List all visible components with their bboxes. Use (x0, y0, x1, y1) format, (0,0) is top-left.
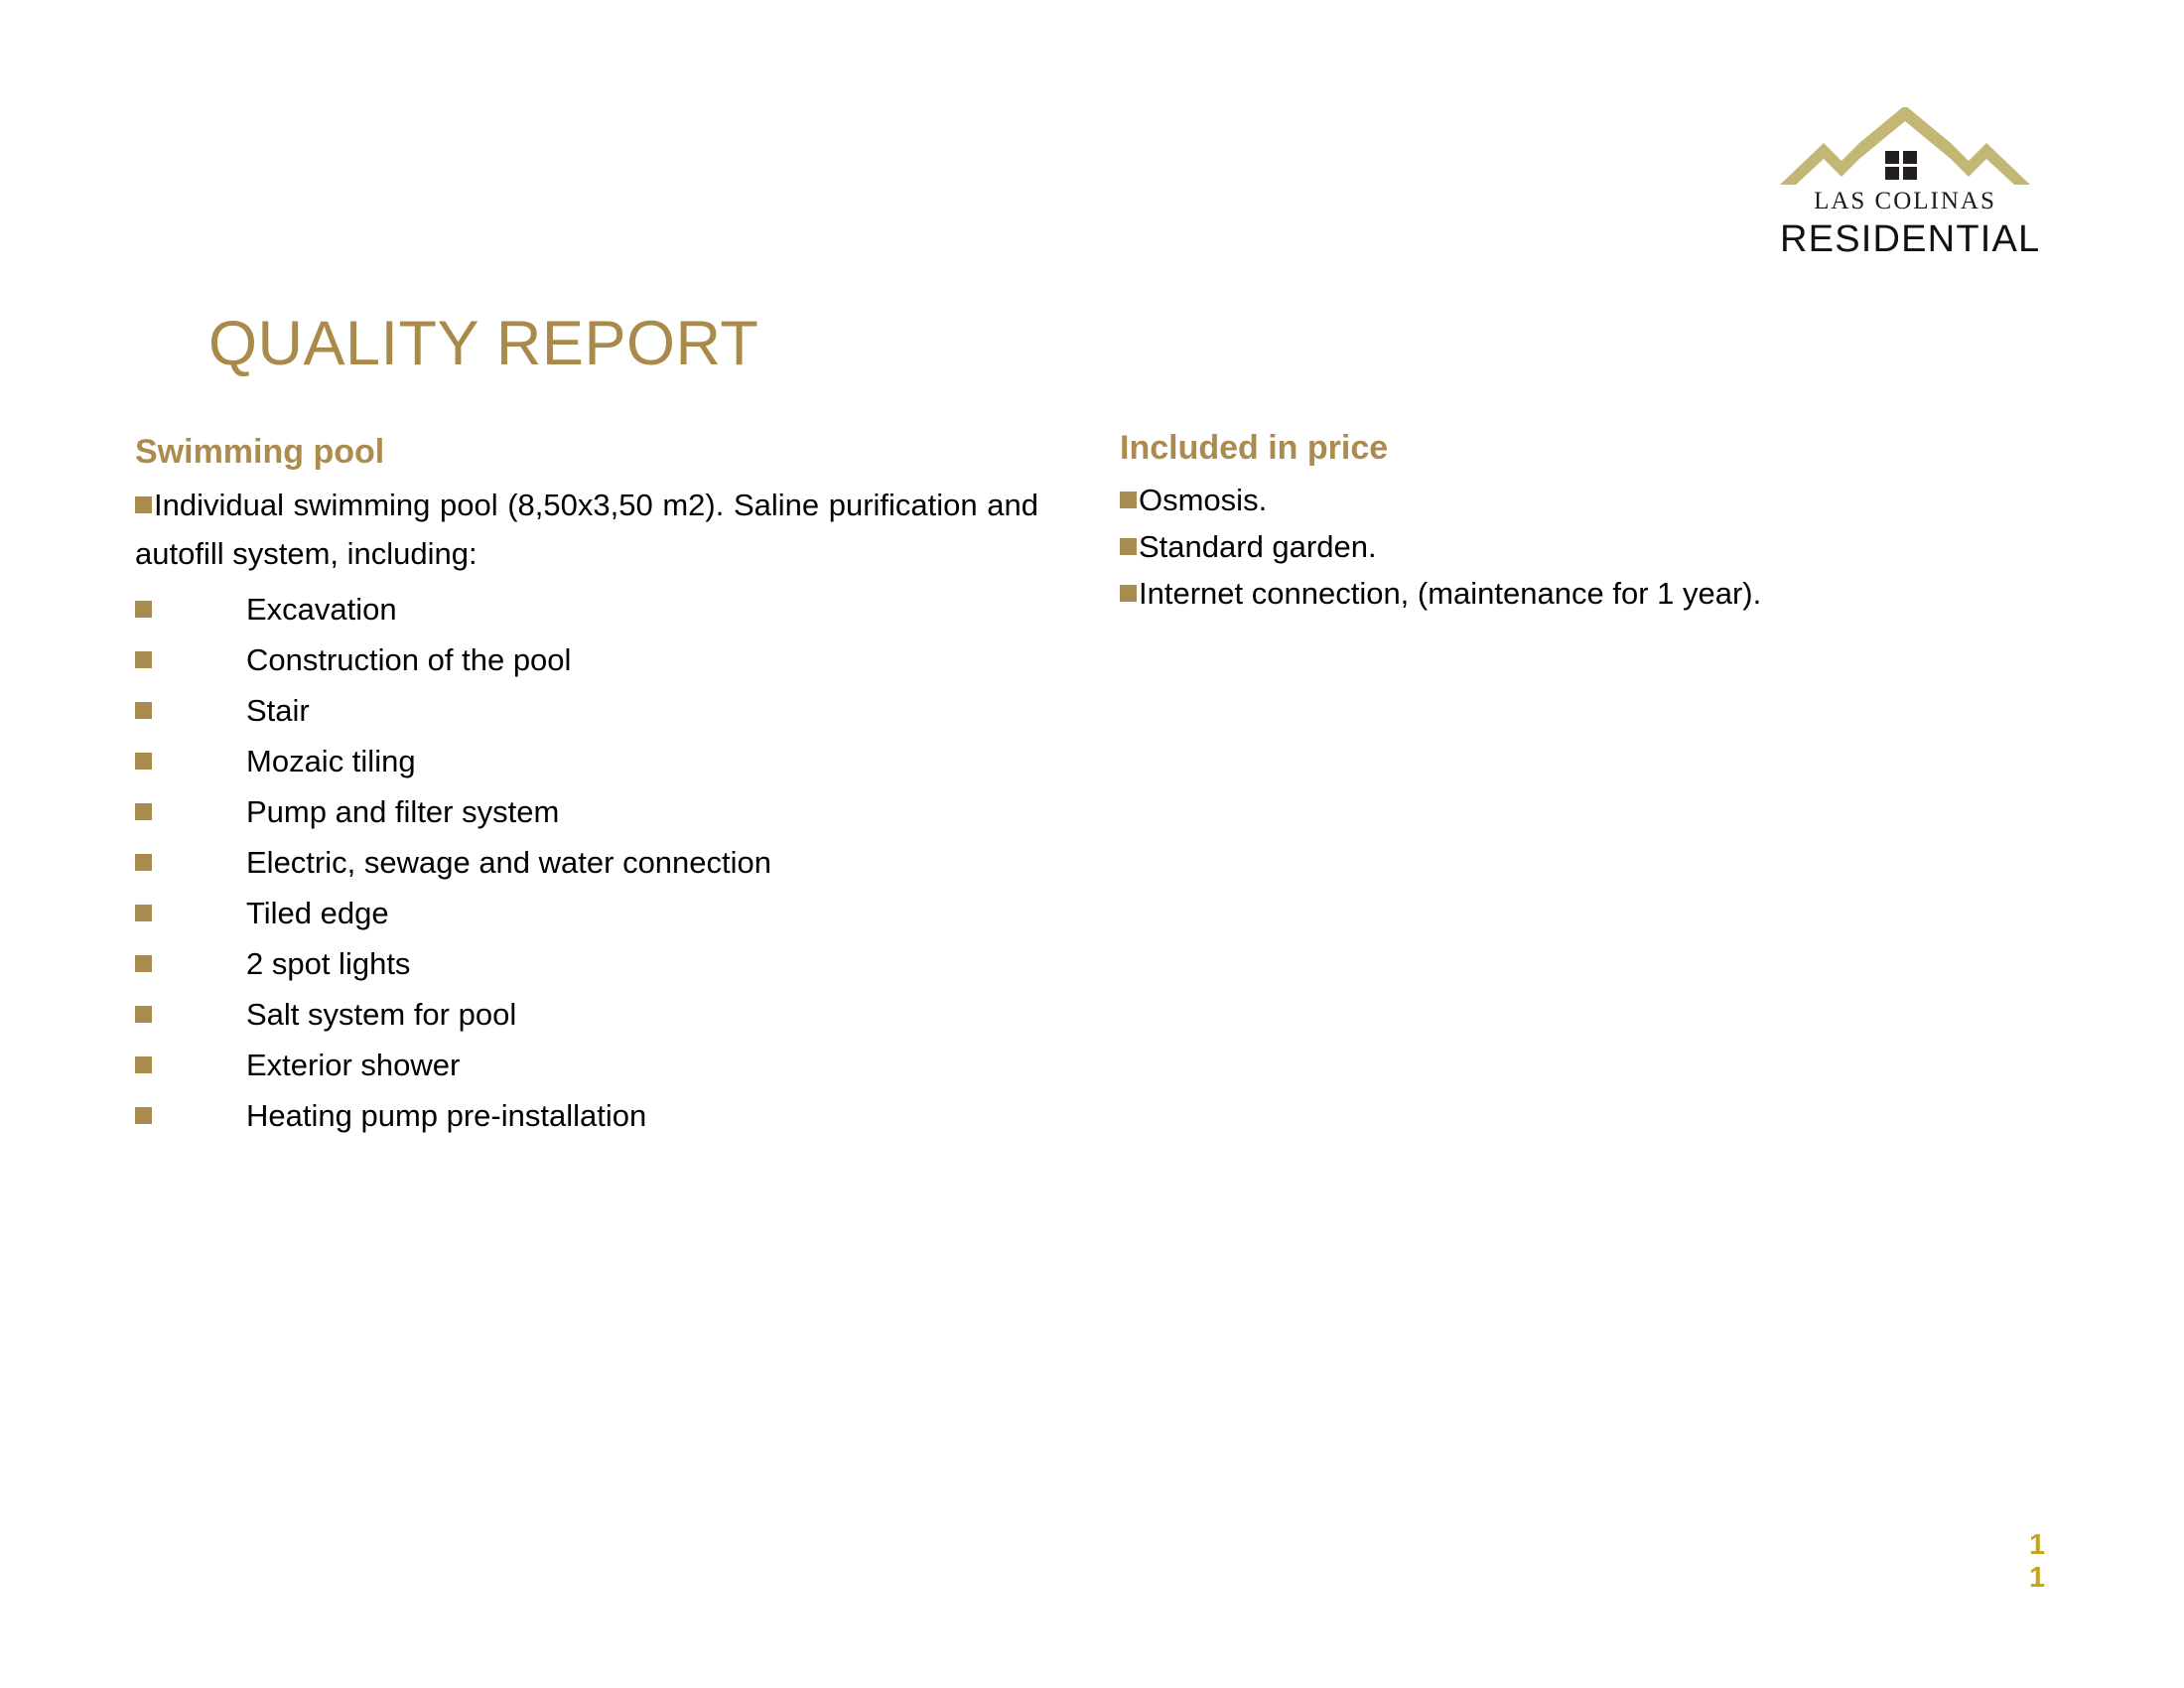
bullet-square-icon (135, 1056, 152, 1073)
list-item: Heating pump pre-installation (135, 1090, 1038, 1141)
list-item-label: Electric, sewage and water connection (246, 845, 772, 880)
list-item-label: Stair (246, 693, 310, 728)
section-heading-swimming-pool: Swimming pool (135, 433, 385, 471)
list-item: Mozaic tiling (135, 736, 1038, 786)
bullet-square-icon (1120, 538, 1137, 555)
list-item-label: Osmosis. (1139, 483, 1268, 517)
bullet-square-icon (135, 702, 152, 719)
bullet-square-icon (1120, 492, 1137, 508)
list-item: Electric, sewage and water connection (135, 837, 1038, 888)
list-item-label: Heating pump pre-installation (246, 1098, 647, 1133)
list-item: 2 spot lights (135, 938, 1038, 989)
bullet-square-icon (135, 753, 152, 770)
right-column: Included in price Osmosis. Standard gard… (1120, 427, 2073, 617)
bullet-square-icon (135, 803, 152, 820)
section-heading-included-in-price: Included in price (1120, 429, 1389, 467)
logo-line-residential: RESIDENTIAL (1780, 218, 2041, 260)
list-item: Standard garden. (1120, 523, 2073, 570)
list-item: Stair (135, 685, 1038, 736)
left-column: Swimming pool Individual swimming pool (… (135, 431, 1038, 1141)
page-title: QUALITY REPORT (208, 309, 759, 379)
list-item-label: Pump and filter system (246, 794, 560, 829)
intro-bullet-paragraph: Individual swimming pool (8,50x3,50 m2).… (135, 481, 1038, 578)
page-number-line-2: 1 (2029, 1562, 2046, 1594)
list-item-label: Excavation (246, 592, 397, 627)
list-item: Internet connection, (maintenance for 1 … (1120, 570, 2073, 617)
bullet-square-icon (1120, 585, 1137, 602)
bullet-square-icon (135, 1107, 152, 1124)
bullet-square-icon (135, 955, 152, 972)
list-item: Construction of the pool (135, 634, 1038, 685)
list-item: Salt system for pool (135, 989, 1038, 1040)
list-item-label: Standard garden. (1139, 529, 1377, 564)
mountain-roof-house-icon (1780, 107, 2030, 185)
list-item-label: Tiled edge (246, 896, 389, 930)
page-number-line-1: 1 (2029, 1529, 2046, 1561)
bullet-square-icon (135, 651, 152, 668)
list-item-label: Exterior shower (246, 1048, 461, 1082)
list-item: Exterior shower (135, 1040, 1038, 1090)
list-item-label: Salt system for pool (246, 997, 517, 1032)
bullet-square-icon (135, 496, 152, 513)
swimming-pool-sub-list: Excavation Construction of the pool Stai… (135, 584, 1038, 1141)
page-number: 1 1 (2029, 1529, 2069, 1595)
list-item-label: Construction of the pool (246, 642, 572, 677)
list-item: Excavation (135, 584, 1038, 634)
bullet-square-icon (135, 854, 152, 871)
list-item: Osmosis. (1120, 477, 2073, 523)
list-item-label: Internet connection, (maintenance for 1 … (1139, 576, 1762, 611)
logo-wordmark: LAS COLINAS RESIDENTIAL (1780, 187, 2041, 260)
list-item: Pump and filter system (135, 786, 1038, 837)
logo-line-las-colinas: LAS COLINAS (1814, 188, 1996, 214)
bullet-square-icon (135, 601, 152, 618)
bullet-square-icon (135, 1006, 152, 1023)
list-item-label: Mozaic tiling (246, 744, 416, 778)
brand-logo: LAS COLINAS RESIDENTIAL (1780, 107, 2041, 260)
bullet-square-icon (135, 905, 152, 921)
intro-bullet-text: Individual swimming pool (8,50x3,50 m2).… (135, 488, 1038, 571)
list-item: Tiled edge (135, 888, 1038, 938)
list-item-label: 2 spot lights (246, 946, 411, 981)
